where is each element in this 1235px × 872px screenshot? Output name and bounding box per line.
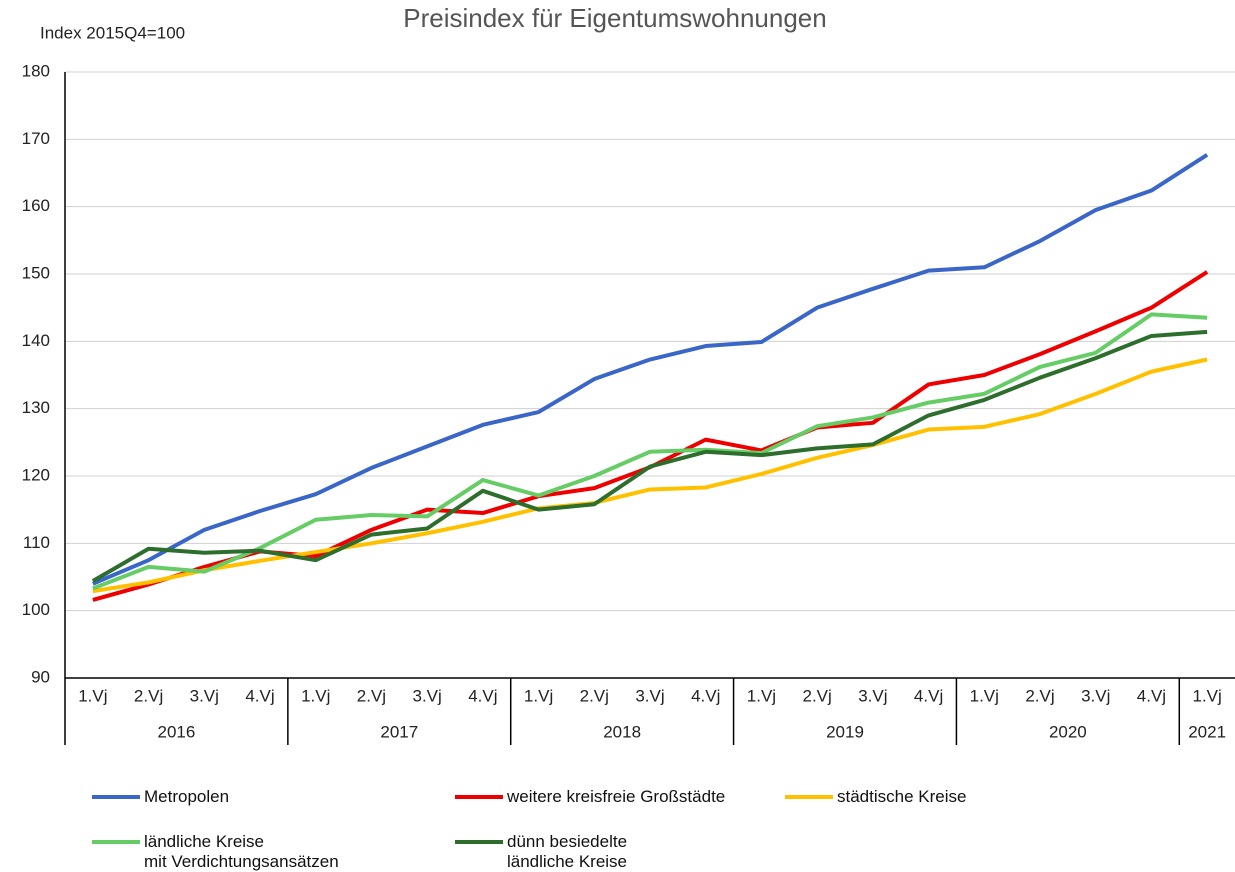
x-group-label: 2021 — [1188, 722, 1226, 741]
y-tick-label: 170 — [22, 129, 50, 148]
legend-label: weitere kreisfreie Großstädte — [507, 787, 726, 806]
legend-label: Metropolen — [144, 787, 230, 806]
x-tick-label: 4.Vj — [914, 686, 943, 705]
y-tick-label: 130 — [22, 398, 50, 417]
chart-title: Preisindex für Eigentumswohnungen — [403, 3, 826, 33]
y-tick-label: 120 — [22, 465, 50, 484]
legend-swatch — [92, 795, 140, 799]
x-tick-label: 4.Vj — [1137, 686, 1166, 705]
x-tick-label: 1.Vj — [747, 686, 776, 705]
legend-swatch — [785, 795, 833, 799]
x-tick-label: 4.Vj — [468, 686, 497, 705]
y-tick-label: 90 — [31, 667, 50, 686]
x-tick-label: 3.Vj — [635, 686, 664, 705]
x-group-label: 2020 — [1049, 722, 1087, 741]
series-line — [92, 357, 1208, 594]
legend-label: ländliche Kreise mit Verdichtungsansätze… — [144, 832, 339, 871]
legend-entry: ländliche Kreise mit Verdichtungsansätze… — [92, 832, 339, 872]
x-tick-label: 1.Vj — [970, 686, 999, 705]
legend-swatch — [92, 840, 140, 844]
y-tick-label: 140 — [22, 331, 50, 350]
y-tick-label: 180 — [22, 61, 50, 80]
x-tick-label: 1.Vj — [1192, 686, 1221, 705]
series-line — [92, 312, 1208, 591]
legend-label: städtische Kreise — [837, 787, 967, 806]
y-tick-label: 150 — [22, 263, 50, 282]
x-tick-label: 1.Vj — [524, 686, 553, 705]
y-tick-label: 110 — [23, 533, 50, 552]
x-tick-label: 4.Vj — [691, 686, 720, 705]
x-tick-label: 2.Vj — [1025, 686, 1054, 705]
series-line — [92, 153, 1209, 586]
legend-swatch — [455, 840, 503, 844]
x-tick-label: 3.Vj — [190, 686, 219, 705]
x-tick-label: 3.Vj — [412, 686, 441, 705]
x-group-label: 2018 — [603, 722, 641, 741]
x-tick-label: 3.Vj — [858, 686, 887, 705]
x-tick-label: 3.Vj — [1081, 686, 1110, 705]
legend-swatch — [455, 795, 503, 799]
x-tick-label: 1.Vj — [301, 686, 330, 705]
legend-entry: dünn besiedelte ländliche Kreise — [455, 832, 627, 872]
y-tick-label: 160 — [22, 196, 50, 215]
x-group-label: 2016 — [158, 722, 196, 741]
series-line — [91, 329, 1208, 583]
x-tick-label: 2.Vj — [802, 686, 831, 705]
x-tick-label: 2.Vj — [134, 686, 163, 705]
x-group-label: 2017 — [380, 722, 418, 741]
legend-entry: Metropolen — [92, 787, 229, 807]
legend-entry: städtische Kreise — [785, 787, 966, 807]
x-tick-label: 2.Vj — [357, 686, 386, 705]
legend-label: dünn besiedelte ländliche Kreise — [507, 832, 628, 871]
legend-entry: weitere kreisfreie Großstädte — [455, 787, 725, 807]
x-tick-label: 2.Vj — [580, 686, 609, 705]
y-axis-label: Index 2015Q4=100 — [40, 23, 185, 42]
x-tick-label: 1.Vj — [78, 686, 107, 705]
y-tick-label: 100 — [22, 600, 50, 619]
x-tick-label: 4.Vj — [245, 686, 274, 705]
x-group-label: 2019 — [826, 722, 864, 741]
